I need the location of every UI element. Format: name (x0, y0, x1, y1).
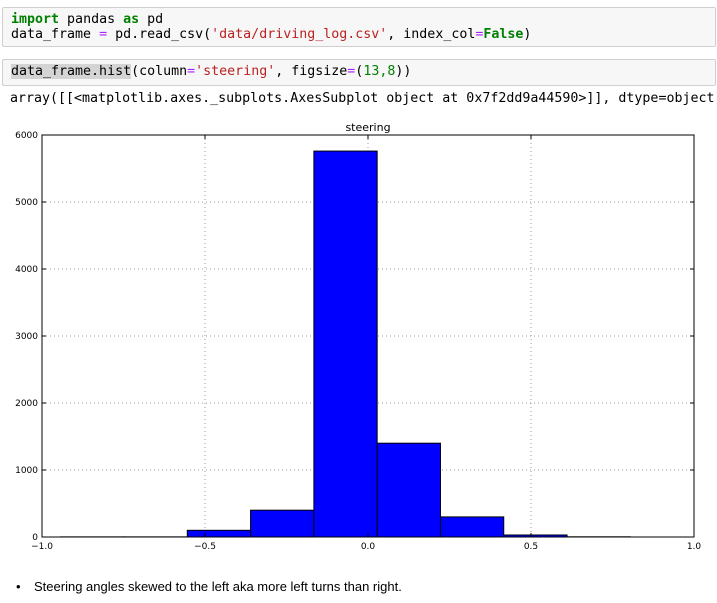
histogram-bar (313, 150, 378, 538)
notes-list: Steering angles skewed to the left aka m… (16, 579, 402, 595)
read-csv-call: pd.read_csv( (107, 27, 212, 42)
ticks-layer: −1.0 −0.5 0.0 0.5 1.0 0 1000 2000 3000 4000 5000 60… (15, 131, 701, 552)
module-name: pandas (59, 12, 124, 27)
y-tick-label: 5000 (15, 198, 38, 208)
bars-layer (60, 150, 631, 538)
figsize-arg: , figsize (275, 64, 348, 79)
y-tick-label: 1000 (15, 466, 38, 476)
close-parens: )) (395, 64, 412, 79)
x-tick-label: 1.0 (687, 542, 702, 552)
y-tick-label: 2000 (15, 399, 38, 409)
module-alias: pd (139, 12, 164, 27)
y-tick-label: 4000 (15, 265, 38, 275)
assign-operator: = (187, 64, 196, 79)
index-col-arg: , index_col (387, 27, 476, 42)
hist-call: data_frame.hist (11, 64, 132, 79)
code-cell-import[interactable]: import pandas as pd data_frame = pd.read… (2, 7, 716, 47)
histogram-bar (439, 516, 505, 538)
keyword-import: import (11, 12, 60, 27)
assign-operator-2: = (347, 64, 356, 79)
cell-output-text: array([[<matplotlib.axes._subplots.AxesS… (10, 91, 717, 106)
y-tick-label: 6000 (15, 131, 38, 141)
figsize-values: 13,8 (363, 64, 396, 79)
variable-name: data_frame (11, 27, 100, 42)
false-literal: False (483, 27, 524, 42)
y-tick-label: 0 (32, 533, 38, 543)
code-cell-hist[interactable]: data_frame.hist(column='steering', figsi… (2, 59, 716, 86)
assign-operator-2: = (475, 27, 484, 42)
column-arg: (column (131, 64, 188, 79)
histogram-bar (250, 509, 315, 538)
column-string: 'steering' (195, 64, 276, 79)
x-tick-label: −0.5 (194, 542, 216, 552)
tuple-open: ( (355, 64, 364, 79)
close-paren: ) (523, 27, 532, 42)
x-tick-label: −1.0 (31, 542, 53, 552)
y-tick-label: 3000 (15, 332, 38, 342)
x-tick-label: 0.0 (361, 542, 376, 552)
csv-path-string: 'data/driving_log.csv' (211, 27, 388, 42)
histogram-bar (186, 529, 252, 538)
keyword-as: as (123, 12, 140, 27)
histogram-bar (376, 442, 441, 538)
assign-operator: = (99, 27, 108, 42)
chart-title: steering (345, 121, 390, 134)
x-tick-label: 0.5 (524, 542, 538, 552)
note-item: Steering angles skewed to the left aka m… (16, 579, 402, 595)
